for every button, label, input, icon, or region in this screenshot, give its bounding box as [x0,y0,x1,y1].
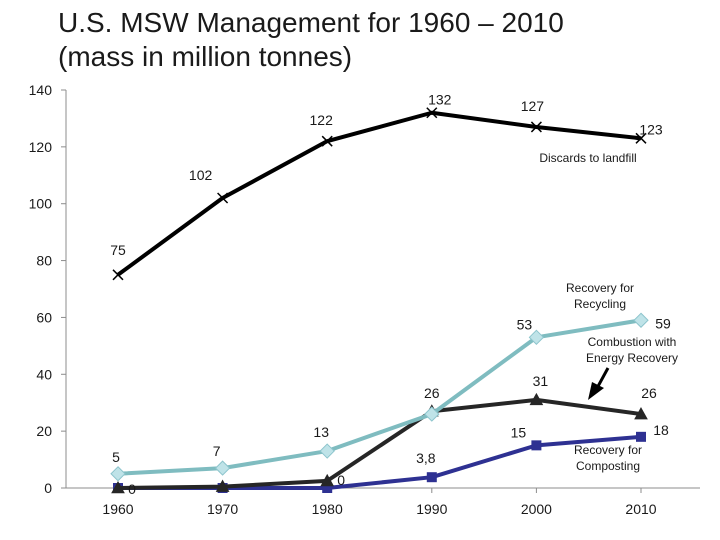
series-line [116,110,642,277]
series-combustion-with-energy-recovery: 0 0 31 26 [111,373,657,497]
diamond-marker [319,443,335,459]
chart-title: U.S. MSW Management for 1960 – 2010 (mas… [58,6,564,74]
triangle-marker [215,479,230,492]
series-annotation: Recovery for Recycling [566,281,634,311]
data-label: 75 [110,242,126,258]
x-marker-stroke [112,269,124,281]
data-label: 15 [511,424,527,440]
y-tick-label: 60 [36,309,52,325]
x-marker [217,192,229,204]
y-tick-label: 20 [36,423,52,439]
x-marker [321,135,333,147]
x-tick-label: 1970 [207,501,238,517]
x-marker-stroke [321,135,333,147]
square-marker [322,483,333,493]
data-label: 123 [639,121,663,137]
series-annotation: Discards to landfill [539,151,636,165]
y-tick-label: 120 [29,139,53,155]
y-tick-label: 140 [29,82,53,98]
annotation-line: Composting [576,459,640,473]
y-tick-label: 100 [29,196,53,212]
diamond-marker [424,406,440,422]
x-tick-label: 1980 [312,501,343,517]
square-marker [531,440,542,451]
data-label: 0 [128,481,136,497]
series-discards-to-landfill: 75 102 122 132 127 123 [110,92,663,281]
chart-title-line-2: (mass in million tonnes) [58,41,353,72]
data-label: 53 [517,316,533,332]
x-tick-label: 2010 [625,501,656,517]
x-marker [530,121,542,133]
data-label: 31 [533,373,549,389]
data-label: 26 [424,385,440,401]
square-marker [426,472,437,483]
diamond-marker [214,460,231,476]
data-label: 3,8 [416,450,436,466]
x-marker-stroke [530,121,542,133]
triangle-marker [320,473,335,487]
series-recovery-for-recycling: 5 7 13 26 53 59 [110,312,671,482]
annotation-line: Combustion with [588,335,677,349]
diamond-marker [528,329,545,346]
data-label: 132 [428,92,452,108]
annotation-line: Energy Recovery [586,351,678,365]
data-label: 122 [310,112,334,128]
annotation-arrow-head [588,382,604,400]
y-tick-label: 0 [44,480,52,496]
series-annotation: Combustion with Energy Recovery [586,335,678,365]
x-marker-stroke [217,192,229,204]
data-label: 102 [189,167,213,183]
x-tick-label: 1960 [102,501,133,517]
annotation-line: Recovery for [566,281,634,295]
series-line [117,318,642,476]
data-label: 26 [641,385,657,401]
data-label: 59 [655,315,671,331]
y-tick-label: 40 [36,366,52,382]
x-marker [635,132,647,144]
series-line [117,397,642,490]
annotation-line: Recycling [574,297,626,311]
diamond-marker [633,312,649,328]
x-tick-label: 1990 [416,501,447,517]
triangle-marker [111,480,125,494]
triangle-marker [529,392,544,406]
x-marker-stroke [635,132,647,144]
chart-title-line-1: U.S. MSW Management for 1960 – 2010 [58,7,564,38]
diamond-marker [110,466,126,482]
data-label: 127 [521,98,545,114]
data-label: 13 [313,424,329,440]
y-tick-label: 80 [36,253,52,269]
square-marker [636,431,646,442]
series-annotation: Recovery for Composting [574,443,642,473]
annotation-line: Recovery for [574,443,642,457]
data-label: 7 [213,443,221,459]
data-label: 0 [337,472,345,488]
x-marker [426,107,438,119]
series-recovery-for-composting: 3,8 15 18 [113,422,669,493]
data-label: 5 [112,449,120,465]
x-marker [112,269,124,281]
triangle-marker [634,407,648,420]
data-label: 18 [653,422,669,438]
x-marker-stroke [426,107,438,119]
x-tick-label: 2000 [521,501,552,517]
